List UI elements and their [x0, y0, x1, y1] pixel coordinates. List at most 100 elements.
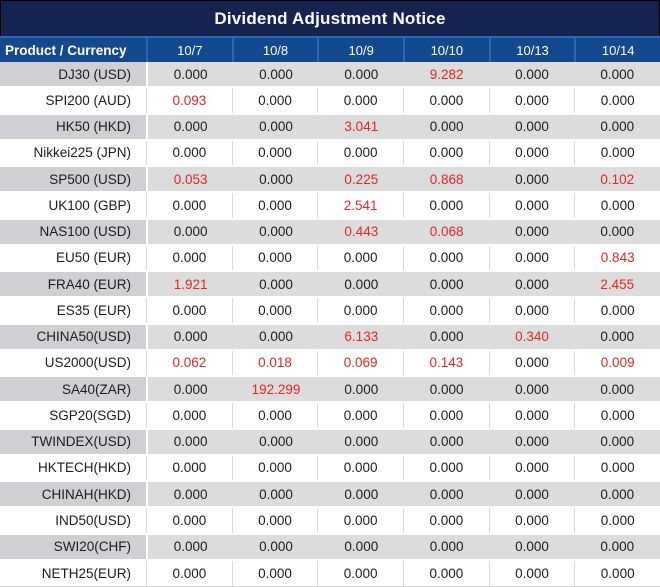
dividend-value-cell: 0.000 — [233, 324, 319, 349]
dividend-value-cell: 0.000 — [574, 403, 660, 428]
dividend-value-cell: 0.000 — [403, 377, 490, 402]
dividend-value-cell: 0.000 — [146, 62, 234, 87]
dividend-value-cell: 0.000 — [403, 534, 490, 559]
table-row: NETH25(EUR) 0.000 0.000 0.000 0.000 0.000 0.00… — [0, 560, 660, 587]
dividend-value-cell: 0.000 — [488, 508, 575, 533]
dividend-value-cell: 0.000 — [403, 560, 489, 586]
dividend-value-cell: 0.000 — [233, 429, 319, 454]
dividend-value-cell: 0.000 — [233, 219, 319, 244]
dividend-value-cell: 192.299 — [233, 377, 319, 402]
dividend-value-cell: 0.000 — [574, 114, 660, 139]
dividend-value-cell: 0.000 — [318, 272, 404, 297]
column-header-product-currency: Product / Currency — [5, 42, 127, 58]
dividend-value-cell: 3.041 — [318, 114, 404, 139]
dividend-value-cell: 0.000 — [403, 114, 490, 139]
dividend-value-cell: 0.000 — [488, 298, 575, 323]
table-row: DJ30 (USD) 0.000 0.000 0.000 9.282 0.000 0.000 — [0, 62, 660, 89]
dividend-value-cell: 0.000 — [488, 455, 575, 480]
table-row: US2000(USD) 0.062 0.018 0.069 0.143 0.000 0.00… — [0, 350, 660, 377]
dividend-value-cell: 0.000 — [317, 508, 403, 533]
table-row: NAS100 (USD) 0.000 0.000 0.443 0.068 0.000 0.0… — [0, 219, 660, 246]
table-row: IND50(USD) 0.000 0.000 0.000 0.000 0.000 0.000 — [0, 508, 660, 535]
dividend-value-cell: 0.000 — [403, 245, 489, 270]
product-label: SP500 (USD) — [0, 167, 146, 192]
dividend-value-cell: 0.000 — [146, 193, 232, 218]
dividend-value-cell: 6.133 — [318, 324, 404, 349]
dividend-value-cell: 0.000 — [403, 272, 490, 297]
table-row: HKTECH(HKD) 0.000 0.000 0.000 0.000 0.000 0.00… — [0, 455, 660, 482]
dividend-value-cell: 0.000 — [489, 219, 575, 244]
table-row: SPI200 (AUD) 0.093 0.000 0.000 0.000 0.000 0.0… — [0, 88, 660, 115]
dividend-value-cell: 0.062 — [146, 350, 232, 375]
dividend-value-cell: 0.000 — [403, 482, 490, 507]
dividend-value-cell: 0.000 — [318, 429, 404, 454]
product-label: CHINA50(USD) — [0, 324, 146, 349]
dividend-value-cell: 0.000 — [233, 167, 319, 192]
dividend-value-cell: 0.000 — [403, 508, 489, 533]
table-header-row: Product / Currency 10/7 10/8 10/9 10/10 10/13… — [0, 36, 660, 62]
table-row: SA40(ZAR) 0.000 192.299 0.000 0.000 0.000 0.00… — [0, 377, 660, 404]
dividend-value-cell: 0.000 — [488, 350, 575, 375]
dividend-value-cell: 0.000 — [233, 62, 319, 87]
dividend-value-cell: 0.000 — [489, 482, 575, 507]
product-label: IND50(USD) — [55, 512, 131, 528]
dividend-value-cell: 0.000 — [146, 534, 234, 559]
dividend-value-cell: 0.000 — [233, 114, 319, 139]
product-label: SPI200 (AUD) — [45, 92, 131, 108]
dividend-value-cell: 0.000 — [231, 560, 318, 586]
dividend-value-cell: 0.843 — [574, 245, 660, 270]
dividend-value-cell: 0.000 — [317, 455, 403, 480]
dividend-value-cell: 9.282 — [403, 62, 490, 87]
table-row: UK100 (GBP) 0.000 0.000 2.541 0.000 0.000 0.00… — [0, 193, 660, 220]
dividend-value-cell: 0.000 — [231, 403, 318, 428]
dividend-value-cell: 0.000 — [231, 455, 318, 480]
dividend-value-cell: 0.000 — [146, 140, 232, 165]
table-row: TWINDEX(USD) 0.000 0.000 0.000 0.000 0.000 0.0… — [0, 429, 660, 456]
dividend-value-cell: 0.009 — [574, 350, 660, 375]
dividend-value-cell: 0.000 — [574, 324, 660, 349]
dividend-value-cell: 0.000 — [403, 193, 489, 218]
dividend-value-cell: 0.000 — [317, 88, 403, 113]
product-label: US2000(USD) — [44, 355, 131, 371]
dividend-value-cell: 0.000 — [146, 245, 232, 270]
table-row: Nikkei225 (JPN) 0.000 0.000 0.000 0.000 0.000… — [0, 140, 660, 167]
table-row: CHINA50(USD) 0.000 0.000 6.133 0.000 0.340 0.0… — [0, 324, 660, 351]
dividend-value-cell: 0.000 — [146, 219, 234, 244]
table-row: EU50 (EUR) 0.000 0.000 0.000 0.000 0.000 0.843 — [0, 245, 660, 272]
dividend-value-cell: 0.000 — [318, 377, 404, 402]
dividend-value-cell: 0.000 — [403, 140, 489, 165]
dividend-value-cell: 0.000 — [231, 193, 318, 218]
dividend-value-cell: 0.000 — [574, 455, 660, 480]
dividend-value-cell: 0.000 — [317, 245, 403, 270]
page-title: Dividend Adjustment Notice — [214, 8, 446, 28]
dividend-value-cell: 0.000 — [574, 298, 660, 323]
dividend-value-cell: 0.000 — [146, 482, 234, 507]
dividend-value-cell: 0.000 — [233, 272, 319, 297]
dividend-value-cell: 0.000 — [146, 403, 232, 428]
column-header-date: 10/10 — [403, 38, 489, 62]
table-row: SP500 (USD) 0.053 0.000 0.225 0.868 0.000 0.10… — [0, 167, 660, 194]
dividend-value-cell: 0.000 — [489, 272, 575, 297]
title-bar: Dividend Adjustment Notice — [0, 0, 660, 36]
dividend-value-cell: 0.000 — [488, 560, 575, 586]
product-label: Nikkei225 (JPN) — [33, 145, 131, 161]
product-label: DJ30 (USD) — [0, 62, 146, 87]
dividend-value-cell: 2.541 — [317, 193, 403, 218]
dividend-value-cell: 0.000 — [574, 534, 660, 559]
dividend-value-cell: 0.143 — [403, 350, 489, 375]
product-label: HK50 (HKD) — [0, 114, 146, 139]
dividend-value-cell: 0.000 — [488, 140, 575, 165]
product-label: NAS100 (USD) — [0, 219, 146, 244]
product-label: SWI20(CHF) — [0, 534, 146, 559]
dividend-value-cell: 0.340 — [489, 324, 575, 349]
dividend-value-cell: 1.921 — [146, 272, 234, 297]
product-label: ES35 (EUR) — [56, 302, 131, 318]
table-row: SWI20(CHF) 0.000 0.000 0.000 0.000 0.000 0.000 — [0, 534, 660, 561]
dividend-value-cell: 0.053 — [146, 167, 234, 192]
dividend-value-cell: 0.000 — [574, 508, 660, 533]
column-header-date: 10/7 — [146, 38, 232, 62]
dividend-value-cell: 0.000 — [146, 114, 234, 139]
product-label: HKTECH(HKD) — [38, 460, 131, 476]
dividend-value-cell: 0.000 — [318, 534, 404, 559]
dividend-value-cell: 0.000 — [403, 403, 489, 428]
